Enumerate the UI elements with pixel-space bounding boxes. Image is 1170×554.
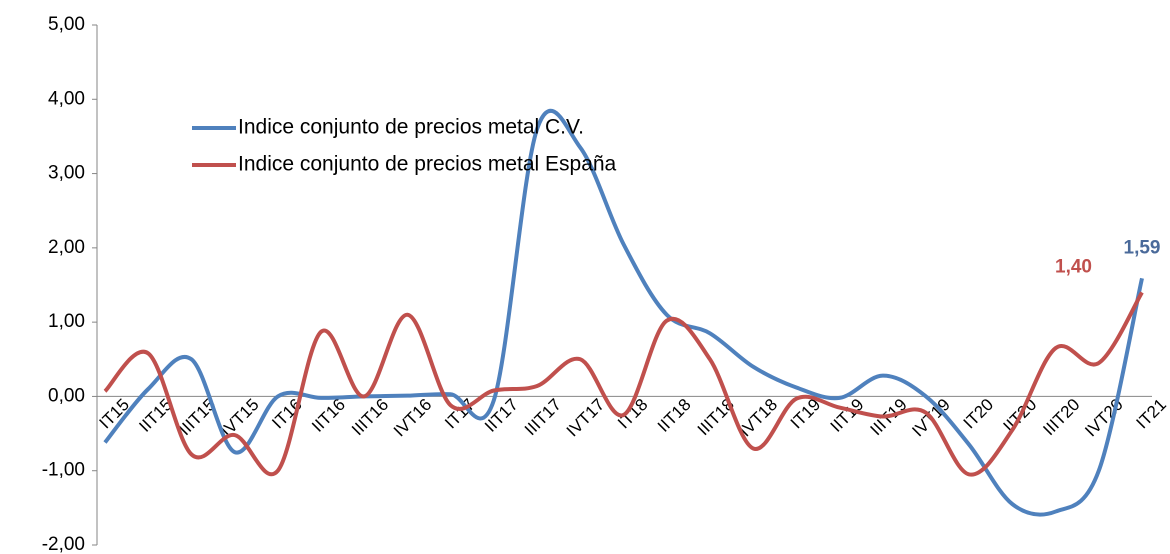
- y-tick-label: 5,00: [48, 14, 85, 35]
- x-tick-label: IVT17: [563, 395, 609, 441]
- x-tick-label: IIIT16: [348, 395, 392, 439]
- x-tick-label: IIIT20: [1039, 395, 1083, 439]
- data-label: 1,40: [1055, 256, 1092, 277]
- x-tick-label: IT20: [960, 395, 997, 432]
- x-tick-label: IT21: [1133, 395, 1170, 432]
- y-tick-label: 0,00: [48, 385, 85, 406]
- series-line: [103, 291, 1144, 477]
- legend-label: Indice conjunto de precios metal España: [238, 153, 617, 176]
- data-label: 1,59: [1124, 237, 1161, 258]
- y-tick-label: 1,00: [48, 311, 85, 332]
- x-tick-label: IIT19: [827, 395, 868, 436]
- x-tick-label: IIT18: [654, 395, 695, 436]
- y-tick-label: 3,00: [48, 163, 85, 184]
- x-tick-label: IIIT18: [694, 395, 738, 439]
- x-tick-label: IIT16: [308, 395, 349, 436]
- x-tick-label: IIIT17: [521, 395, 565, 439]
- y-tick-label: 4,00: [48, 88, 85, 109]
- x-tick-label: IVT20: [1081, 395, 1127, 441]
- y-tick-label: 2,00: [48, 237, 85, 258]
- y-tick-label: -1,00: [42, 460, 85, 481]
- series-line: [103, 109, 1144, 517]
- x-tick-label: IVT16: [390, 395, 436, 441]
- y-tick-label: -2,00: [42, 534, 85, 554]
- legend-label: Indice conjunto de precios metal C.V.: [238, 116, 584, 139]
